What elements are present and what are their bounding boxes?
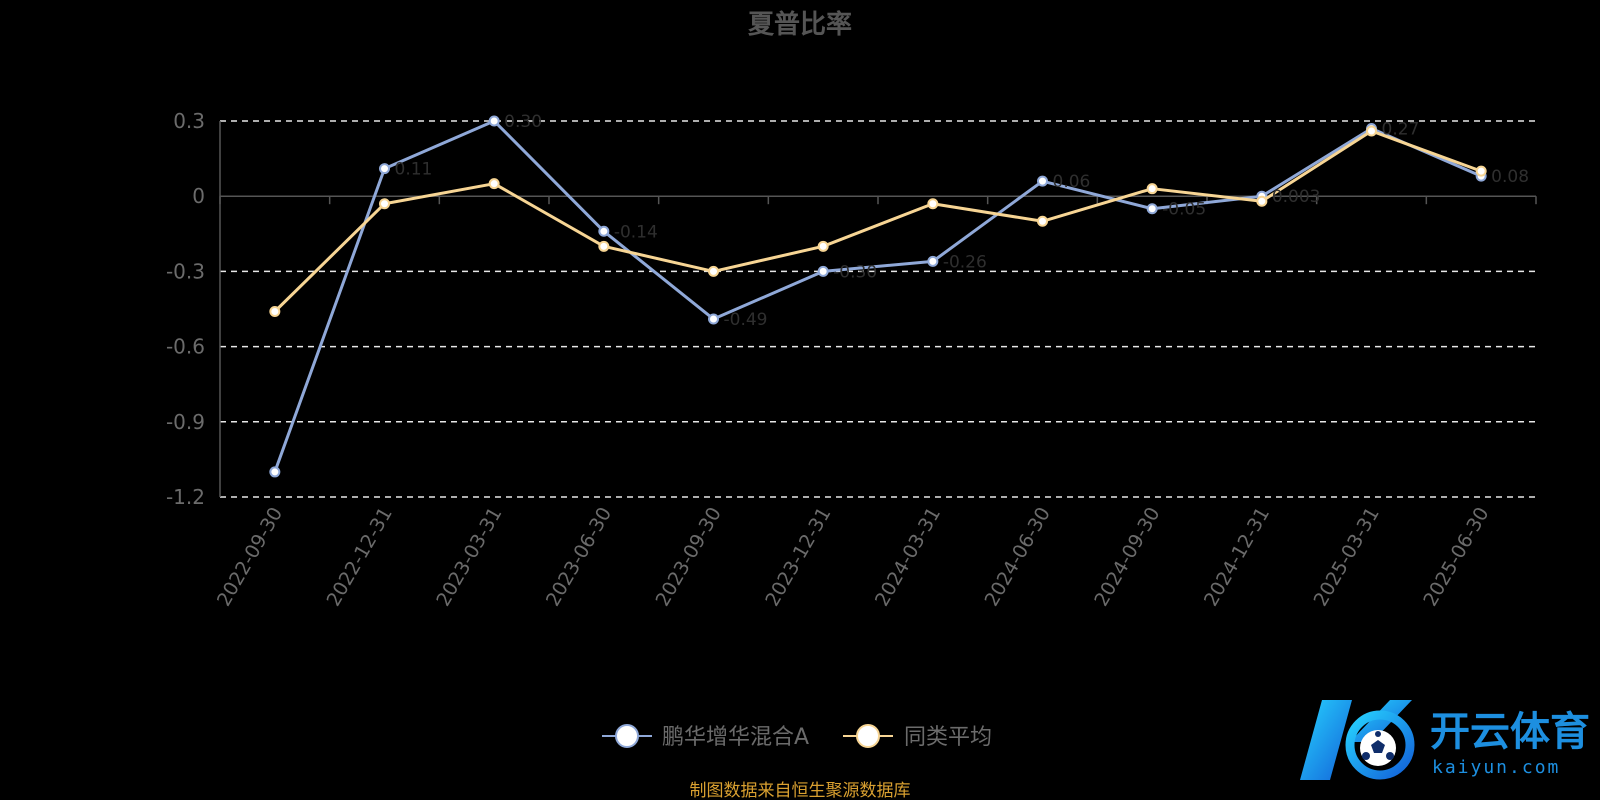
x-axis: 2022-09-30 2022-12-31 2023-03-31 2023-06-30… bbox=[213, 196, 1537, 611]
data-point[interactable] bbox=[488, 115, 500, 127]
source-note: 制图数据来自恒生聚源数据库 bbox=[690, 781, 911, 800]
x-tick-label: 2022-09-30 bbox=[213, 504, 287, 611]
x-tick-label: 2023-06-30 bbox=[542, 504, 616, 611]
data-point[interactable] bbox=[817, 240, 829, 252]
x-tick-label: 2024-03-31 bbox=[871, 503, 945, 610]
y-tick-label: -0.6 bbox=[166, 335, 205, 359]
data-point[interactable] bbox=[379, 198, 390, 210]
x-tick-label: 2023-12-31 bbox=[761, 504, 835, 611]
data-label: 0.06 bbox=[1053, 172, 1091, 192]
x-tick-label: 2023-03-31 bbox=[432, 503, 506, 610]
legend-item-series-1[interactable]: 鹏华增华混合A bbox=[602, 724, 809, 750]
series-line-2 bbox=[273, 129, 1482, 313]
x-tick-label: 2024-09-30 bbox=[1090, 504, 1164, 611]
series-line-1 bbox=[273, 119, 1482, 473]
data-label: 0.08 bbox=[1491, 167, 1529, 187]
x-tick-label: 2023-09-30 bbox=[652, 504, 726, 611]
legend[interactable]: 鹏华增华混合A 同类平均 bbox=[602, 724, 992, 750]
y-tick-label: 0.3 bbox=[173, 109, 205, 133]
x-tick-label: 2025-06-30 bbox=[1419, 504, 1493, 611]
data-point[interactable] bbox=[269, 306, 281, 318]
data-label: -0.14 bbox=[614, 222, 658, 242]
logo-text: 开云体育 bbox=[1430, 709, 1590, 755]
data-point[interactable] bbox=[598, 240, 610, 252]
data-labels: 0.11 0.30 -0.14 -0.49 -0.30 -0.26 0.06 -0.05 0.0… bbox=[395, 112, 1530, 330]
x-tick-label: 2025-03-31 bbox=[1310, 504, 1384, 611]
data-point[interactable] bbox=[1037, 215, 1048, 227]
data-point[interactable] bbox=[817, 265, 829, 277]
data-point[interactable] bbox=[269, 466, 281, 478]
data-label: -0.30 bbox=[833, 262, 877, 282]
chart-title: 夏普比率 bbox=[748, 9, 852, 40]
data-label: 0.11 bbox=[395, 160, 433, 180]
kaiyun-logo: 开云体育 kaiyun.com bbox=[1300, 700, 1590, 780]
logo-domain: kaiyun.com bbox=[1432, 757, 1560, 778]
legend-marker-icon bbox=[615, 724, 639, 748]
y-tick-label: -0.9 bbox=[166, 410, 205, 434]
data-point[interactable] bbox=[598, 225, 610, 237]
x-tick-label: 2024-06-30 bbox=[981, 504, 1055, 611]
x-tick-label: 2022-12-31 bbox=[323, 504, 397, 611]
legend-label-series-1: 鹏华增华混合A bbox=[662, 725, 809, 750]
data-label: 0.27 bbox=[1382, 120, 1420, 140]
y-tick-label: -0.3 bbox=[166, 259, 205, 283]
data-label: -0.49 bbox=[724, 310, 768, 330]
data-point[interactable] bbox=[708, 265, 719, 277]
data-label: 0.003 bbox=[1272, 187, 1321, 207]
data-point[interactable] bbox=[488, 178, 500, 190]
logo-k-icon bbox=[1300, 700, 1352, 780]
data-point[interactable] bbox=[1366, 125, 1377, 137]
y-tick-label: -1.2 bbox=[166, 485, 205, 509]
legend-marker-icon bbox=[856, 724, 880, 748]
data-point[interactable] bbox=[708, 313, 719, 325]
legend-item-series-2[interactable]: 同类平均 bbox=[843, 724, 992, 750]
y-axis: 0.3 0 -0.3 -0.6 -0.9 -1.2 bbox=[166, 109, 221, 509]
data-point[interactable] bbox=[927, 198, 939, 210]
data-point[interactable] bbox=[927, 255, 939, 267]
series-lines bbox=[269, 115, 1487, 478]
legend-label-series-2: 同类平均 bbox=[904, 725, 992, 750]
data-point[interactable] bbox=[379, 163, 390, 175]
x-tick-label: 2024-12-31 bbox=[1200, 504, 1274, 611]
data-point[interactable] bbox=[1146, 203, 1158, 215]
data-point[interactable] bbox=[1146, 183, 1158, 195]
data-label: -0.26 bbox=[943, 252, 987, 272]
data-label: 0.30 bbox=[504, 112, 542, 132]
logo-ball-ring-icon bbox=[1345, 710, 1415, 780]
data-label: -0.05 bbox=[1162, 200, 1206, 220]
data-point[interactable] bbox=[1256, 195, 1268, 207]
data-point[interactable] bbox=[1475, 165, 1487, 177]
y-tick-label: 0 bbox=[192, 184, 205, 208]
data-point[interactable] bbox=[1037, 175, 1048, 187]
